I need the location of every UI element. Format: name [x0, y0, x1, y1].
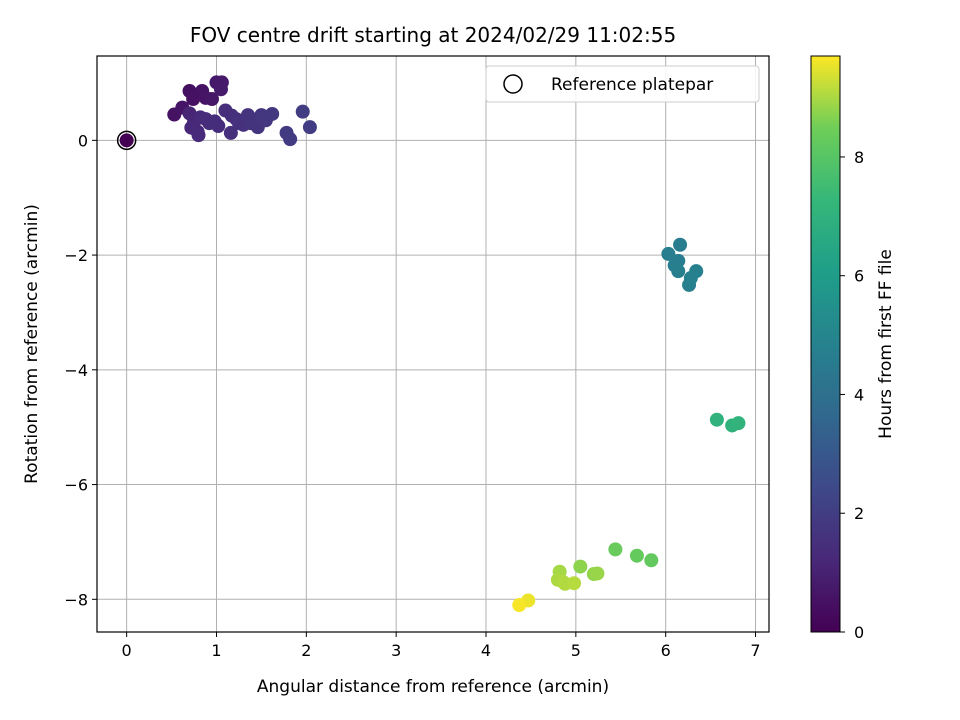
- scatter-point: [213, 82, 228, 97]
- scatter-point: [709, 412, 724, 427]
- scatter-point: [671, 253, 686, 268]
- colorbar-tick-label: 0: [854, 623, 864, 642]
- colorbar-tick-label: 8: [854, 148, 864, 167]
- colorbar-tick-label: 2: [854, 504, 864, 523]
- chart-title: FOV centre drift starting at 2024/02/29 …: [190, 23, 676, 47]
- colorbar-gradient: [810, 55, 841, 633]
- scatter-point: [671, 264, 686, 279]
- scatter-point: [295, 104, 310, 119]
- legend-box: [485, 65, 760, 103]
- legend-marker-reference-platepar: [503, 74, 523, 94]
- colorbar-label: Hours from first FF file: [876, 249, 896, 439]
- scatter-point: [661, 246, 676, 261]
- scatter-point: [644, 553, 659, 568]
- x-tick-label: 5: [571, 641, 581, 660]
- reference-platepar-marker: [116, 130, 137, 151]
- scatter-point: [567, 576, 582, 591]
- x-tick-label: 3: [391, 641, 401, 660]
- x-tick-label: 2: [301, 641, 311, 660]
- scatter-point: [608, 542, 623, 557]
- scatter-point: [512, 598, 527, 613]
- y-tick-label: −8: [64, 590, 88, 609]
- scatter-point: [573, 559, 588, 574]
- scatter-point: [689, 264, 704, 279]
- y-tick-label: −4: [64, 361, 88, 380]
- legend-label-reference-platepar: Reference platepar: [551, 75, 713, 95]
- scatter-point: [223, 125, 238, 140]
- y-tick-label: −6: [64, 476, 88, 495]
- scatter-point: [629, 548, 644, 563]
- x-axis-label: Angular distance from reference (arcmin): [257, 677, 609, 697]
- x-tick-label: 7: [750, 641, 760, 660]
- x-tick-label: 1: [211, 641, 221, 660]
- scatter-point: [731, 416, 746, 431]
- x-tick-label: 0: [122, 641, 132, 660]
- scatter-point: [590, 566, 605, 581]
- y-tick-label: −2: [64, 246, 88, 265]
- y-tick-label: 0: [78, 131, 88, 150]
- scatter-point: [265, 106, 280, 121]
- scatter-point: [186, 92, 201, 107]
- y-axis-label: Rotation from reference (arcmin): [22, 204, 42, 484]
- legend: Reference platepar: [485, 65, 760, 103]
- scatter-point: [119, 133, 134, 148]
- colorbar-tick-label: 4: [854, 385, 864, 404]
- scatter-point: [204, 92, 219, 107]
- scatter-point: [191, 128, 206, 143]
- x-tick-label: 6: [661, 641, 671, 660]
- colorbar-tick-label: 6: [854, 267, 864, 286]
- colorbar: 0 2 4 6 8 Hours from first FF file: [810, 55, 896, 642]
- x-tick-label: 4: [481, 641, 491, 660]
- scatter-point: [211, 118, 226, 133]
- scatter-point: [302, 120, 317, 135]
- plot-frame: [96, 55, 770, 633]
- scatter-point: [673, 237, 688, 252]
- scatter-point: [283, 132, 298, 147]
